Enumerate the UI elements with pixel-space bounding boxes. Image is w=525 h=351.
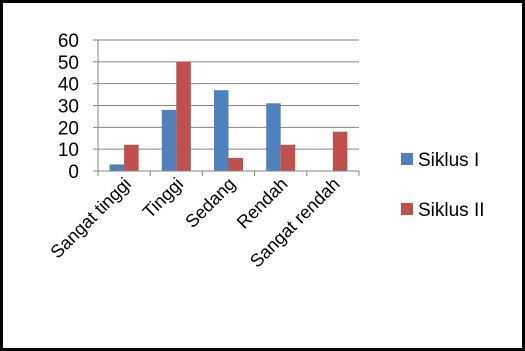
bar	[332, 131, 348, 171]
bar	[124, 144, 139, 171]
legend-swatch	[401, 153, 413, 165]
axes	[97, 40, 360, 176]
bar	[161, 109, 177, 171]
bar	[228, 157, 243, 171]
bar	[280, 144, 296, 171]
legend-label: Siklus I	[418, 150, 479, 171]
bars	[109, 61, 348, 172]
y-tick-label: 40	[58, 75, 79, 96]
legend-swatch	[401, 203, 413, 215]
y-tick-label: 30	[58, 97, 79, 118]
x-tick-label: Sangat tinggi	[46, 174, 134, 262]
y-tick-label: 0	[68, 162, 79, 183]
x-tick-label: Sangat rendah	[246, 174, 344, 272]
bar	[214, 90, 229, 171]
x-tick-label: Tinggi	[139, 174, 187, 222]
bar	[109, 164, 125, 171]
x-tick-label: Sedang	[181, 174, 239, 232]
y-tick-label: 60	[58, 31, 79, 52]
legend: Siklus I Siklus II	[401, 150, 485, 221]
y-tick-label: 10	[58, 140, 79, 161]
y-tick-label: 20	[58, 118, 79, 139]
legend-label: Siklus II	[418, 200, 485, 221]
y-tick-label: 50	[58, 53, 79, 74]
bar	[176, 61, 191, 172]
bar	[266, 103, 281, 171]
